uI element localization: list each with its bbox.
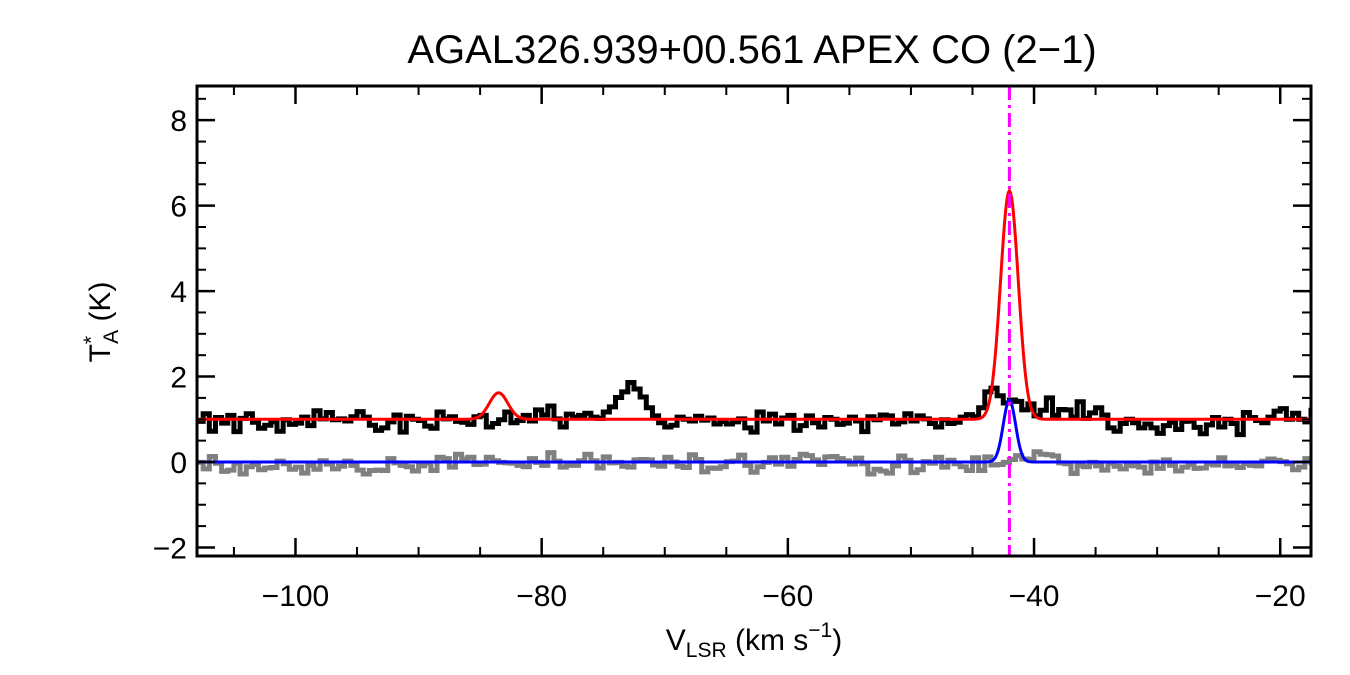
- plot-frame: [195, 84, 1313, 558]
- y-axis-label-rest: (K): [84, 282, 117, 330]
- fit-series-line: [197, 187, 1311, 421]
- x-tick-label: −60: [762, 580, 813, 613]
- x-axis-label-main: V: [666, 624, 686, 657]
- plot-area: [197, 86, 1311, 556]
- x-axis-label-close: ): [832, 624, 842, 657]
- y-axis-label-sub: A: [100, 330, 123, 344]
- y-tick-label: 8: [170, 105, 187, 138]
- y-tick-label: −2: [153, 532, 187, 565]
- y-axis-label-sup: *: [80, 336, 103, 344]
- x-axis-label-sub: LSR: [686, 639, 727, 662]
- x-axis-label-sup: −1: [808, 619, 832, 642]
- x-tick-label: −80: [516, 580, 567, 613]
- y-axis-label: T*A (K): [80, 282, 123, 363]
- x-axis-label: VLSR (km s−1): [666, 619, 842, 662]
- y-tick-label: 6: [170, 191, 187, 224]
- component-series-line: [197, 397, 1311, 464]
- spectrum-series-line: [197, 380, 1311, 438]
- x-tick-label: −100: [262, 580, 330, 613]
- y-tick-label: 0: [170, 447, 187, 480]
- x-tick-label: −20: [1255, 580, 1306, 613]
- x-tick-label: −40: [1009, 580, 1060, 613]
- residual-series-line: [197, 449, 1311, 477]
- y-tick-label: 4: [170, 276, 187, 309]
- x-axis-label-rest: (km s: [727, 624, 809, 657]
- chart-title: AGAL326.939+00.561 APEX CO (2−1): [407, 28, 1096, 72]
- y-axis-label-main: T: [84, 344, 117, 362]
- y-tick-label: 2: [170, 362, 187, 395]
